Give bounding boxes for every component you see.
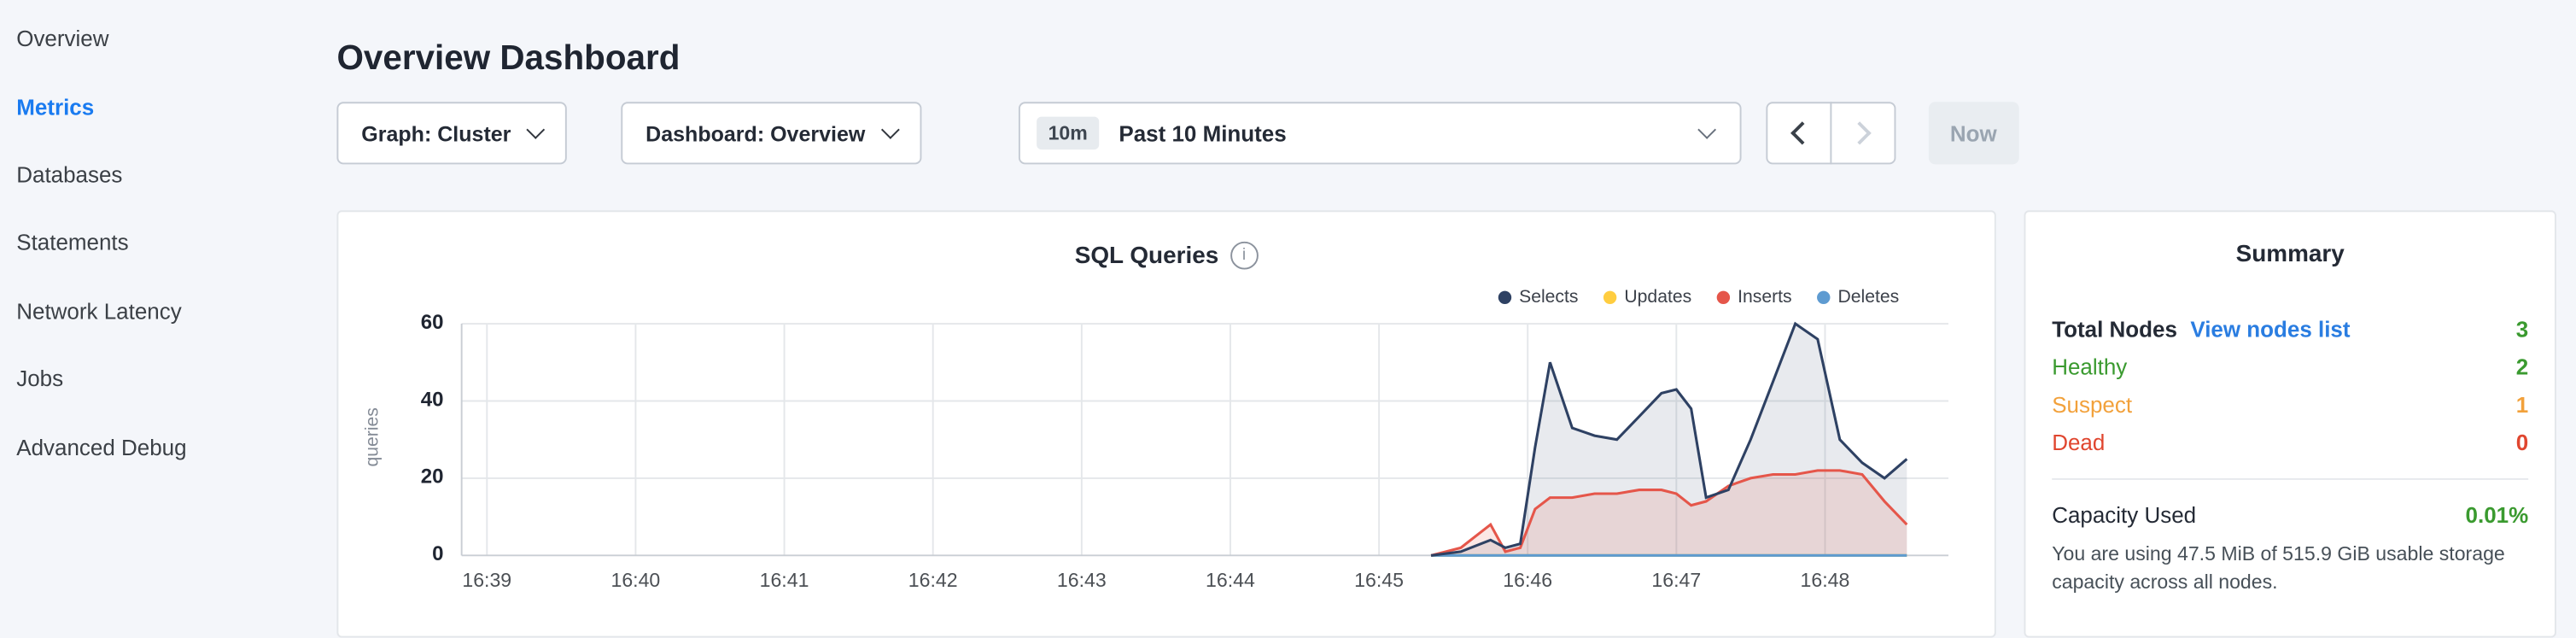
healthy-value: 2 [2515,354,2529,380]
sidebar-item-jobs[interactable]: Jobs [16,366,64,392]
sidebar-item-metrics[interactable]: Metrics [16,94,95,120]
view-nodes-list-link[interactable]: View nodes list [2190,317,2351,342]
legend-item-selects[interactable]: Selects [1498,288,1578,307]
sidebar-item-advanced-debug[interactable]: Advanced Debug [16,434,187,459]
x-axis-tick: 16:42 [908,568,958,592]
capacity-note: You are using 47.5 MiB of 515.9 GiB usab… [2052,541,2505,594]
x-axis-tick: 16:43 [1056,568,1107,592]
x-axis-tick: 16:46 [1503,568,1553,592]
app-root: Overview Metrics Databases Statements Ne… [0,0,2576,624]
chevron-down-icon [880,120,900,139]
sidebar-item-statements[interactable]: Statements [16,231,129,255]
deletes-dot-icon [1816,290,1830,304]
x-axis-tick: 16:39 [462,568,512,592]
y-axis-tick: 60 [420,310,444,334]
graph-dropdown[interactable]: Graph: Cluster [336,102,567,165]
capacity-used-label: Capacity Used [2052,502,2197,528]
x-axis-tick: 16:44 [1206,568,1255,592]
legend-item-deletes[interactable]: Deletes [1816,288,1899,307]
x-axis-tick: 16:40 [610,568,661,592]
sidebar-item-network-latency[interactable]: Network Latency [16,298,182,324]
summary-panel: Summary Total Nodes View nodes list 3 He… [2024,210,2556,638]
x-axis-tick: 16:47 [1651,568,1702,592]
summary-row-suspect: Suspect 1 [2025,393,2555,418]
info-icon[interactable] [1230,241,1259,270]
sidebar-item-overview[interactable]: Overview [16,26,109,52]
now-button[interactable]: Now [1928,102,2018,165]
summary-title: Summary [2235,241,2345,268]
sidebar-item-databases[interactable]: Databases [16,162,123,188]
suspect-value: 1 [2515,392,2529,418]
summary-row-capacity: Capacity Used 0.01% [2025,503,2555,528]
legend-item-updates[interactable]: Updates [1603,288,1691,307]
legend-label: Inserts [1738,287,1792,307]
summary-row-total-nodes: Total Nodes View nodes list 3 [2025,317,2555,342]
healthy-label: Healthy [2052,354,2128,380]
divider [2052,477,2529,480]
chart-legend: Selects Updates Inserts Deletes [1498,288,1899,307]
capacity-used-value: 0.01% [2465,502,2529,528]
time-next-button-disabled[interactable] [1830,102,1896,165]
dead-label: Dead [2052,430,2106,455]
x-axis-tick: 16:41 [759,568,809,592]
suspect-label: Suspect [2052,392,2133,418]
time-window-badge: 10m [1037,116,1100,150]
sql-queries-chart-card: SQL Queries Selects Updates Inserts Dele… [336,210,1996,638]
dead-value: 0 [2515,430,2529,455]
legend-label: Selects [1519,287,1579,307]
y-axis-tick: 40 [420,388,444,412]
sql-queries-plot[interactable] [460,321,1948,557]
summary-row-dead: Dead 0 [2025,430,2555,455]
time-range-label: Past 10 Minutes [1119,120,1287,146]
chevron-down-icon [526,120,546,139]
inserts-dot-icon [1716,290,1730,304]
legend-label: Updates [1624,287,1692,307]
selects-dot-icon [1498,290,1511,304]
total-nodes-label: Total Nodes [2052,317,2177,342]
graph-dropdown-label: Graph: Cluster [361,120,511,146]
page-title: Overview Dashboard [336,39,681,78]
sidebar: Overview Metrics Databases Statements Ne… [0,0,329,629]
chevron-left-icon [1790,121,1814,145]
chart-title: SQL Queries [1074,242,1219,269]
dashboard-dropdown[interactable]: Dashboard: Overview [621,102,921,165]
summary-row-healthy: Healthy 2 [2025,355,2555,380]
x-axis-tick: 16:48 [1800,568,1850,592]
y-axis-tick: 0 [432,541,444,565]
time-prev-button[interactable] [1766,102,1832,165]
chevron-down-icon [1697,120,1717,139]
total-nodes-value: 3 [2515,317,2529,342]
legend-label: Deletes [1837,287,1900,307]
chevron-right-icon [1848,121,1872,145]
time-range-dropdown[interactable]: 10m Past 10 Minutes [1018,102,1742,165]
updates-dot-icon [1603,290,1616,304]
y-axis-tick: 20 [420,465,444,489]
dashboard-dropdown-label: Dashboard: Overview [645,120,866,146]
x-axis-tick: 16:45 [1354,568,1404,592]
legend-item-inserts[interactable]: Inserts [1716,288,1792,307]
